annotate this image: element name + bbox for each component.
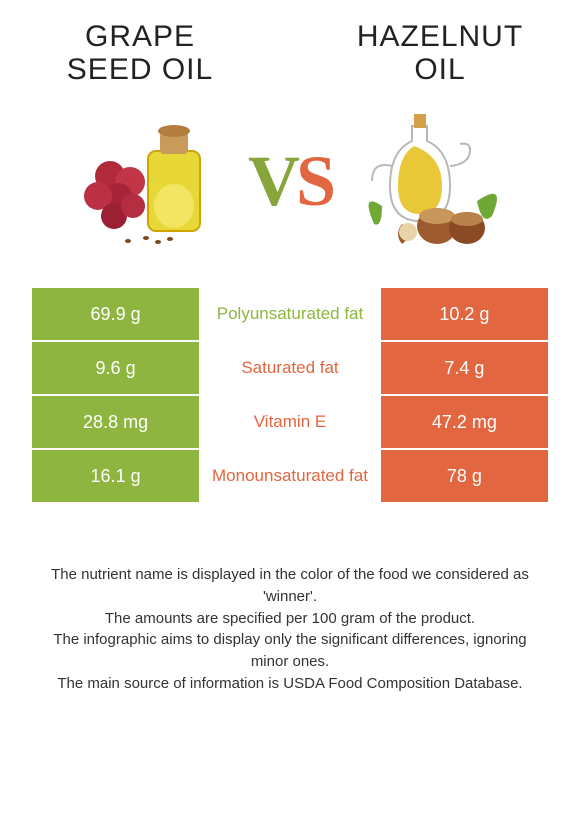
table-row: 28.8 mgVitamin E47.2 mg bbox=[31, 395, 549, 449]
cell-left: 28.8 mg bbox=[31, 395, 200, 449]
cell-right: 47.2 mg bbox=[380, 395, 549, 449]
cell-label: Monounsaturated fat bbox=[200, 449, 380, 503]
title-right: Hazelnut oil bbox=[340, 20, 540, 86]
table-row: 9.6 gSaturated fat7.4 g bbox=[31, 341, 549, 395]
cell-label: Vitamin E bbox=[200, 395, 380, 449]
table-row: 69.9 gPolyunsaturated fat10.2 g bbox=[31, 287, 549, 341]
hazelnut-oil-image bbox=[342, 106, 512, 256]
comparison-images-row: VS bbox=[0, 86, 580, 286]
title-left: Grape seed oil bbox=[40, 20, 240, 86]
cell-left: 9.6 g bbox=[31, 341, 200, 395]
footer-line-4: The main source of information is USDA F… bbox=[40, 673, 540, 695]
nutrient-table: 69.9 gPolyunsaturated fat10.2 g9.6 gSatu… bbox=[30, 286, 550, 504]
table-row: 16.1 gMonounsaturated fat78 g bbox=[31, 449, 549, 503]
vs-s: S bbox=[296, 140, 332, 223]
cell-label: Polyunsaturated fat bbox=[200, 287, 380, 341]
header: Grape seed oil Hazelnut oil bbox=[0, 0, 580, 86]
cell-right: 10.2 g bbox=[380, 287, 549, 341]
footer-line-2: The amounts are specified per 100 gram o… bbox=[40, 608, 540, 630]
vs-v: V bbox=[248, 140, 296, 223]
vs-label: VS bbox=[248, 140, 332, 223]
cell-label: Saturated fat bbox=[200, 341, 380, 395]
cell-left: 69.9 g bbox=[31, 287, 200, 341]
footer-line-3: The infographic aims to display only the… bbox=[40, 629, 540, 673]
footer-notes: The nutrient name is displayed in the co… bbox=[0, 504, 580, 695]
footer-line-1: The nutrient name is displayed in the co… bbox=[40, 564, 540, 608]
grape-seed-oil-image bbox=[68, 106, 238, 256]
cell-left: 16.1 g bbox=[31, 449, 200, 503]
cell-right: 78 g bbox=[380, 449, 549, 503]
cell-right: 7.4 g bbox=[380, 341, 549, 395]
